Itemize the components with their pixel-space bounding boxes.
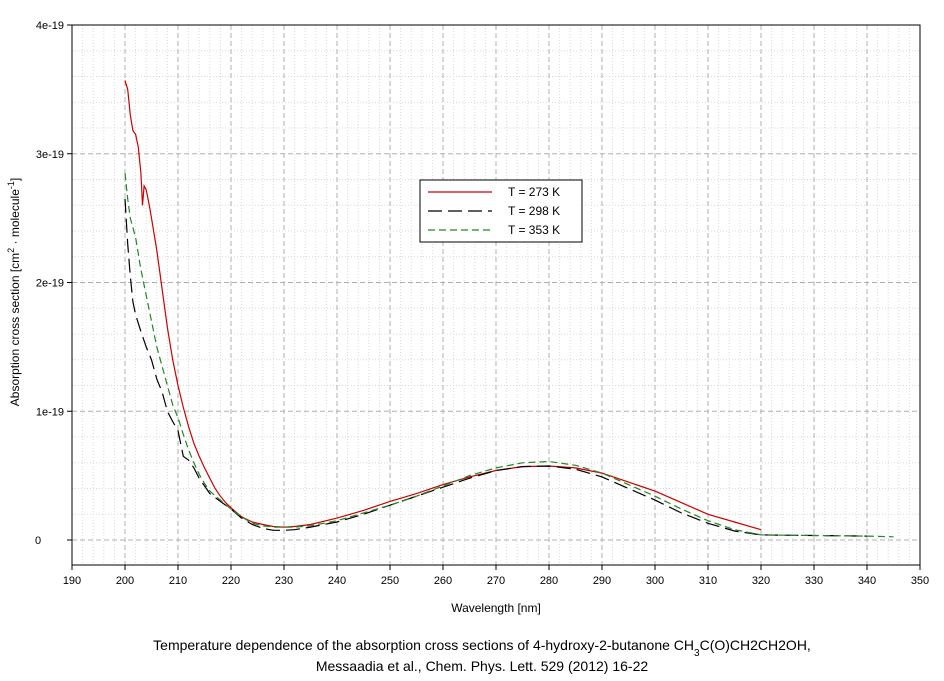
x-tick-label: 260 bbox=[434, 575, 452, 587]
x-tick-label: 350 bbox=[911, 575, 929, 587]
legend-label-3: T = 353 K bbox=[508, 223, 560, 237]
x-tick-label: 280 bbox=[540, 575, 558, 587]
x-tick-label: 210 bbox=[169, 575, 187, 587]
x-tick-label: 310 bbox=[699, 575, 717, 587]
x-axis-ticks: 190 200 210 220 230 240 250 260 270 280 290 300 310 3… bbox=[63, 565, 929, 587]
x-tick-label: 300 bbox=[646, 575, 664, 587]
y-tick-label: 1e-19 bbox=[36, 406, 64, 418]
x-tick-label: 200 bbox=[116, 575, 134, 587]
x-tick-label: 230 bbox=[275, 575, 293, 587]
x-tick-label: 240 bbox=[328, 575, 346, 587]
x-tick-label: 250 bbox=[381, 575, 399, 587]
caption-line-1: Temperature dependence of the absorption… bbox=[153, 637, 811, 659]
y-tick-label: 0 bbox=[35, 535, 41, 547]
y-tick-label: 4e-19 bbox=[36, 20, 64, 32]
x-tick-label: 340 bbox=[858, 575, 876, 587]
y-axis-label: Absorption cross section [cm2 · molecule… bbox=[6, 178, 22, 406]
y-tick-label: 3e-19 bbox=[36, 149, 64, 161]
series-line-3 bbox=[124, 173, 894, 538]
x-tick-label: 320 bbox=[752, 575, 770, 587]
x-tick-label: 290 bbox=[593, 575, 611, 587]
x-tick-label: 330 bbox=[805, 575, 823, 587]
x-tick-label: 190 bbox=[63, 575, 81, 587]
legend: T = 273 K T = 298 K T = 353 K bbox=[419, 179, 583, 243]
caption-line-2: Messaadia et al., Chem. Phys. Lett. 529 … bbox=[316, 658, 649, 674]
x-tick-label: 220 bbox=[222, 575, 240, 587]
legend-label-2: T = 298 K bbox=[508, 204, 560, 218]
y-axis-ticks: 0 1e-19 2e-19 3e-19 4e-19 bbox=[35, 20, 72, 547]
legend-box bbox=[419, 179, 583, 243]
x-axis-label: Wavelength [nm] bbox=[451, 601, 541, 615]
legend-label-1: T = 273 K bbox=[508, 185, 560, 199]
series-lines bbox=[124, 80, 894, 538]
x-tick-label: 270 bbox=[487, 575, 505, 587]
y-tick-label: 2e-19 bbox=[36, 278, 64, 290]
